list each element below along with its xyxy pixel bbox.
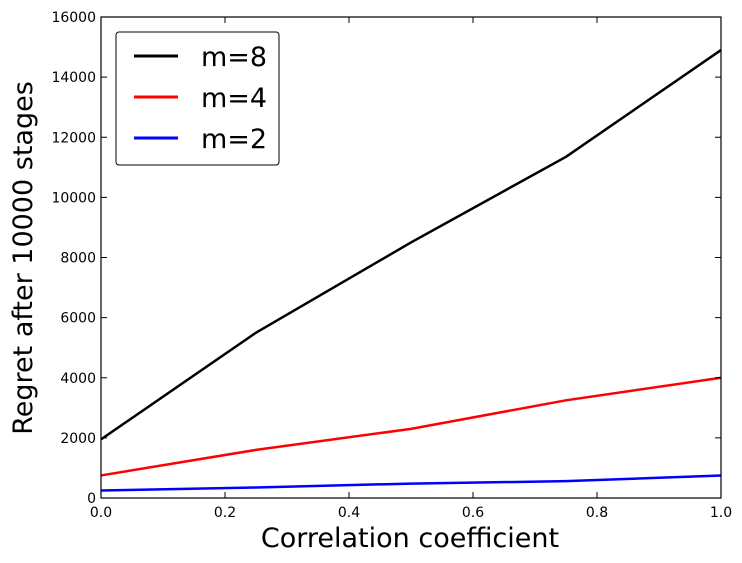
y-axis-ticks: 0 2000 4000 6000 8000 10000 12000 14000 16000: [51, 10, 721, 507]
legend-item: m=4: [134, 83, 267, 114]
y-tick-label: 4000: [60, 371, 96, 387]
series-line-m-8: [100, 49, 722, 441]
y-tick-label: 12000: [51, 130, 96, 146]
legend-label: m=4: [201, 83, 267, 114]
x-tick-label: 0.2: [214, 505, 236, 521]
legend-label: m=2: [201, 124, 267, 155]
y-tick-label: 2000: [60, 431, 96, 447]
x-axis-ticks: 0.0 0.2 0.4 0.6 0.8 1.0: [90, 17, 732, 521]
x-tick-label: 1.0: [710, 505, 732, 521]
y-tick-label: 10000: [51, 190, 96, 206]
y-tick-label: 6000: [60, 311, 96, 327]
y-tick-label: 8000: [60, 251, 96, 267]
y-tick-label: 14000: [51, 70, 96, 86]
legend-label: m=8: [201, 42, 267, 73]
legend-box: [115, 31, 280, 166]
x-axis-label: Correlation coefficient: [261, 523, 559, 554]
legend-item: m=2: [134, 124, 267, 155]
y-axis-label: Regret after 10000 stages: [8, 81, 39, 435]
legend: m=8 m=4 m=2: [115, 31, 280, 166]
series-line-m-2: [100, 474, 722, 492]
series-layer: [100, 49, 722, 492]
y-tick-label: 16000: [51, 10, 96, 26]
series-line-m-4: [100, 376, 722, 477]
x-tick-label: 0.8: [586, 505, 608, 521]
x-tick-label: 0.6: [462, 505, 484, 521]
y-tick-label: 0: [87, 491, 96, 507]
legend-item: m=8: [134, 42, 267, 73]
x-tick-label: 0.4: [338, 505, 360, 521]
x-tick-label: 0.0: [90, 505, 112, 521]
